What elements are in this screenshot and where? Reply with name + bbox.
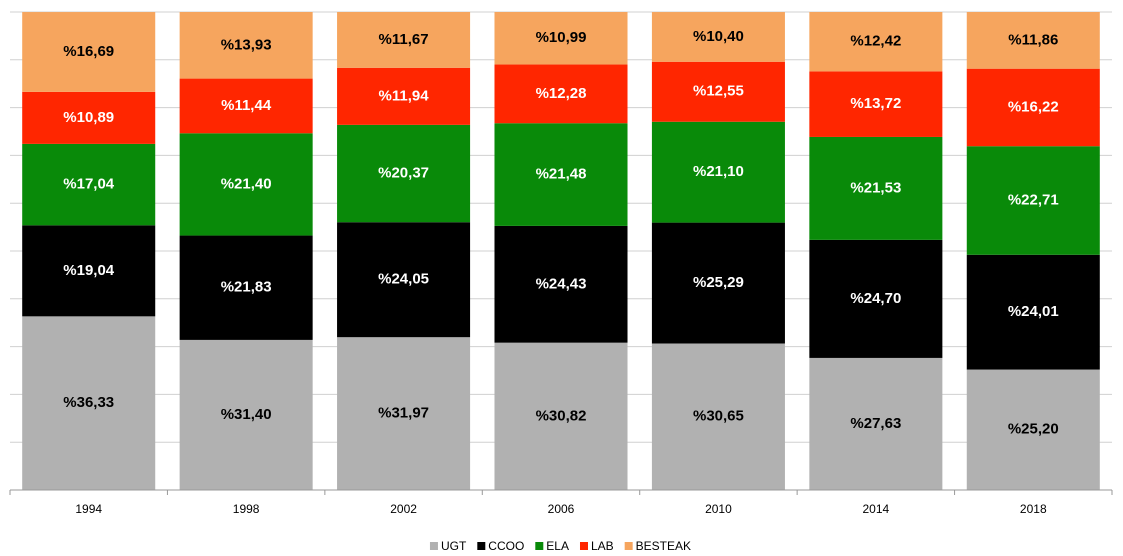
bar-segment [337, 67, 471, 125]
legend-label: BESTEAK [636, 539, 691, 553]
bar-segment [22, 12, 156, 92]
bar-segment [337, 222, 471, 338]
bar-segment [22, 143, 156, 226]
value-label: %19,04 [63, 262, 115, 279]
x-tick-label: 2006 [548, 502, 575, 516]
x-tick-label: 2014 [863, 502, 890, 516]
bar-segment [809, 136, 943, 240]
value-label: %31,40 [221, 406, 272, 423]
legend-swatch [579, 542, 588, 550]
bar-segment [494, 225, 628, 343]
value-label: %21,53 [850, 179, 901, 196]
bar-segment [966, 369, 1100, 490]
x-tick-label: 2002 [390, 502, 417, 516]
x-tick-label: 2010 [705, 502, 732, 516]
value-label: %21,83 [221, 279, 272, 296]
legend-swatch [477, 542, 486, 550]
value-label: %10,99 [536, 29, 587, 46]
value-label: %12,42 [850, 33, 901, 50]
value-label: %12,28 [536, 85, 587, 102]
value-label: %20,37 [378, 165, 429, 182]
value-label: %10,89 [63, 109, 114, 126]
bar-segment [966, 254, 1100, 370]
value-label: %16,69 [63, 43, 114, 60]
bar-segment [179, 133, 313, 236]
x-tick-label: 2018 [1020, 502, 1047, 516]
value-label: %30,65 [693, 408, 744, 425]
bar-segment [651, 222, 785, 344]
bar-segment [494, 342, 628, 490]
value-label: %17,04 [63, 176, 115, 193]
value-label: %24,05 [378, 271, 429, 288]
bar-segment [22, 225, 156, 317]
bar-segment [494, 64, 628, 124]
bar-segment [494, 12, 628, 65]
bar-segment [179, 12, 313, 79]
bar-segment [179, 235, 313, 340]
value-label: %12,55 [693, 83, 744, 100]
value-label: %11,94 [379, 87, 430, 104]
value-label: %21,10 [693, 163, 744, 180]
value-label: %21,40 [221, 175, 272, 192]
legend-label: LAB [591, 539, 614, 553]
x-tick-label: 1998 [233, 502, 260, 516]
bar-segment [494, 123, 628, 226]
bar-segment [809, 12, 943, 72]
value-label: %25,29 [693, 274, 744, 291]
value-label: %10,40 [693, 28, 744, 45]
legend-label: UGT [441, 539, 467, 553]
legend-swatch [429, 542, 438, 550]
value-label: %24,43 [536, 275, 587, 292]
bar-segment [809, 239, 943, 358]
value-label: %11,67 [379, 31, 429, 48]
bar-segment [809, 357, 943, 490]
value-label: %36,33 [63, 394, 114, 411]
value-label: %13,93 [221, 36, 272, 53]
value-label: %25,20 [1008, 421, 1059, 438]
bar-segment [651, 61, 785, 122]
x-tick-label: 1994 [75, 502, 102, 516]
bar-segment [966, 12, 1100, 69]
bar-segment [651, 12, 785, 62]
bar-segment [337, 124, 471, 223]
value-label: %21,48 [536, 166, 587, 183]
bar-segment [966, 146, 1100, 255]
value-label: %22,71 [1008, 191, 1059, 208]
legend-label: ELA [546, 539, 569, 553]
legend-swatch [624, 542, 633, 550]
value-label: %11,44 [221, 97, 272, 114]
bar-segment [337, 337, 471, 490]
bar-segment [966, 68, 1100, 147]
bar-segment [651, 343, 785, 490]
value-label: %24,70 [850, 290, 901, 307]
legend-swatch [535, 542, 544, 550]
bar-segment [179, 78, 313, 134]
value-label: %27,63 [850, 415, 901, 432]
value-label: %13,72 [850, 95, 901, 112]
bar-segment [179, 339, 313, 490]
bar-segment [337, 12, 471, 68]
legend-label: CCOO [488, 539, 524, 553]
value-label: %11,86 [1008, 31, 1058, 48]
value-label: %31,97 [378, 405, 429, 422]
bar-segment [809, 71, 943, 137]
bar-segment [22, 91, 156, 144]
value-label: %16,22 [1008, 98, 1059, 115]
value-label: %24,01 [1008, 303, 1059, 320]
bar-segment [651, 121, 785, 223]
bar-segment [22, 316, 156, 490]
value-label: %30,82 [536, 407, 587, 424]
